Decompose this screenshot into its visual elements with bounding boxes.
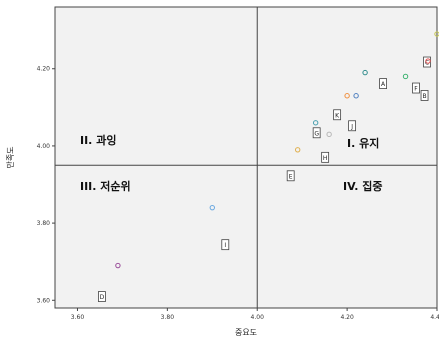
x-tick-label: 4.00 — [251, 314, 265, 321]
point-label-box — [420, 90, 429, 101]
point-label-e: E — [289, 173, 293, 180]
point-label-box — [333, 109, 342, 121]
point-marker-i — [209, 204, 215, 211]
point-label-box — [412, 82, 420, 94]
x-tick-label: 4.20 — [340, 314, 354, 321]
point-marker-f — [425, 58, 431, 64]
point-label-box — [348, 120, 357, 132]
quadrant-label-lower-right: IV. 집중 — [343, 179, 382, 193]
point-marker-k — [344, 93, 350, 99]
axis-ticks: 3.60 3.80 4.00 4.20 4.40 3.60 3.80 4.00 4.20 — [37, 66, 439, 321]
point-marker-h — [326, 131, 332, 138]
y-axis-label: 만족도 — [6, 146, 15, 168]
point-marker-c — [434, 31, 439, 37]
point-label-box — [312, 127, 321, 139]
point-label-box — [286, 170, 295, 182]
point-label-box — [379, 78, 387, 90]
plot-area — [54, 6, 438, 309]
x-axis-label: 중요도 — [235, 328, 257, 337]
quadrant-label-lower-left: III. 저순위 — [80, 179, 131, 193]
point-marker-g — [312, 120, 319, 126]
point-marker-j — [353, 93, 359, 99]
point-label-d: D — [100, 294, 105, 301]
point-marker-a — [362, 69, 368, 76]
y-tick-label: 3.60 — [37, 297, 51, 304]
quadrant-labels: II. 과잉 I. 유지 III. 저순위 IV. 집중 — [80, 133, 382, 193]
x-tick-label: 3.60 — [71, 314, 85, 321]
point-label-box — [221, 239, 230, 251]
point-label-g: G — [314, 130, 319, 137]
point-label-box — [321, 151, 330, 163]
y-tick-label: 4.00 — [37, 143, 51, 150]
y-tick-label: 4.20 — [37, 66, 51, 73]
y-tick-label: 3.80 — [37, 220, 51, 227]
point-label-f: F — [414, 86, 418, 93]
quadrant-label-upper-right: I. 유지 — [347, 136, 379, 150]
point-marker-e — [294, 147, 301, 153]
point-label-b: B — [422, 93, 426, 100]
point-label-box — [98, 291, 106, 302]
point-label-a: A — [381, 81, 386, 88]
point-label-j: J — [350, 123, 353, 130]
point-marker-b — [402, 73, 409, 80]
x-tick-label: 3.80 — [161, 314, 175, 321]
quadrant-label-upper-left: II. 과잉 — [80, 133, 116, 147]
point-label-k: K — [335, 112, 340, 119]
point-label-i: I — [224, 242, 226, 249]
point-marker-d — [115, 262, 121, 269]
point-label-h: H — [323, 155, 328, 162]
x-tick-label: 4.40 — [430, 314, 439, 321]
